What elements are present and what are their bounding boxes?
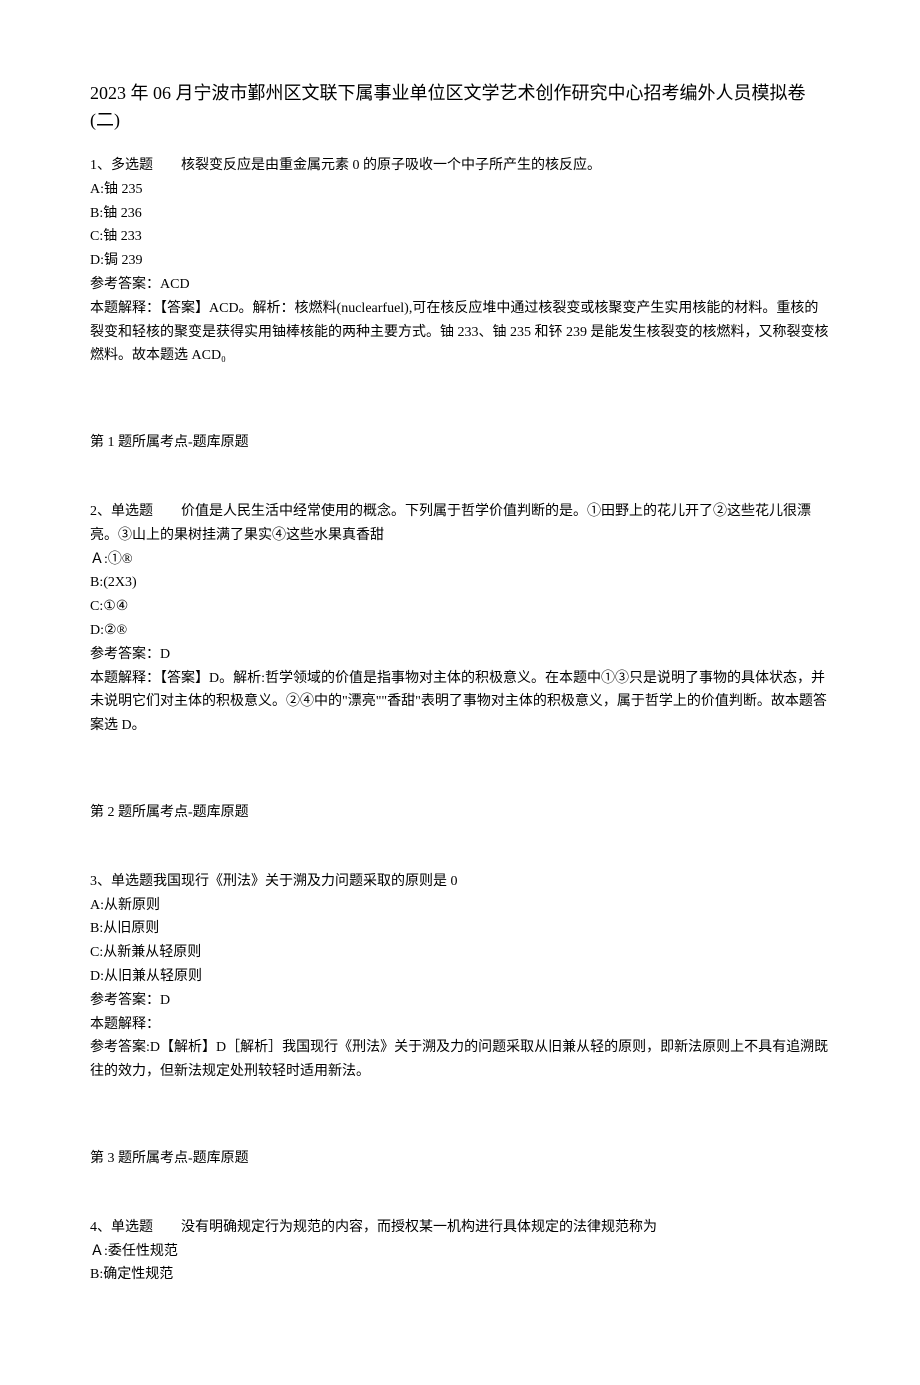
q3-option-b: B:从旧原则 (90, 917, 830, 941)
q3-stem: 3、单选题我国现行《刑法》关于溯及力问题采取的原则是 0 (90, 870, 830, 894)
q3-option-a: A:从新原则 (90, 894, 830, 918)
question-3: 3、单选题我国现行《刑法》关于溯及力问题采取的原则是 0 A:从新原则 B:从旧… (90, 870, 830, 1084)
q1-option-c: C:铀 233 (90, 225, 830, 249)
question-1: 1、多选题 核裂变反应是由重金属元素 0 的原子吸收一个中子所产生的核反应。 A… (90, 154, 830, 368)
q3-answer: 参考答案：D (90, 989, 830, 1013)
q2-answer: 参考答案：D (90, 643, 830, 667)
q4-option-a: Ａ:委任性规范 (90, 1240, 830, 1264)
question-2: 2、单选题 价值是人民生活中经常使用的概念。下列属于哲学价值判断的是。①田野上的… (90, 500, 830, 738)
q3-option-c: C:从新兼从轻原则 (90, 941, 830, 965)
q3-explanation: 参考答案:D【解析】D［解析］我国现行《刑法》关于溯及力的问题采取从旧兼从轻的原… (90, 1036, 830, 1084)
q4-stem: 4、单选题 没有明确规定行为规范的内容，而授权某一机构进行具体规定的法律规范称为 (90, 1216, 830, 1240)
q1-option-d: D:锔 239 (90, 249, 830, 273)
q1-option-a: A:铀 235 (90, 178, 830, 202)
q1-answer: 参考答案：ACD (90, 273, 830, 297)
q2-option-c: C:①④ (90, 595, 830, 619)
q1-option-b: B:铀 236 (90, 202, 830, 226)
q3-option-d: D:从旧兼从轻原则 (90, 965, 830, 989)
q3-explain-label: 本题解释： (90, 1013, 830, 1037)
q2-topic: 第 2 题所属考点-题库原题 (90, 801, 830, 825)
q4-option-b: B:确定性规范 (90, 1263, 830, 1287)
q2-option-b: B:(2X3) (90, 571, 830, 595)
q1-stem: 1、多选题 核裂变反应是由重金属元素 0 的原子吸收一个中子所产生的核反应。 (90, 154, 830, 178)
q2-stem: 2、单选题 价值是人民生活中经常使用的概念。下列属于哲学价值判断的是。①田野上的… (90, 500, 830, 548)
q1-topic: 第 1 题所属考点-题库原题 (90, 431, 830, 455)
document-title: 2023 年 06 月宁波市鄞州区文联下属事业单位区文学艺术创作研究中心招考编外… (90, 80, 830, 134)
question-4: 4、单选题 没有明确规定行为规范的内容，而授权某一机构进行具体规定的法律规范称为… (90, 1216, 830, 1287)
q1-explanation: 本题解释：【答案】ACD。解析：核燃料(nuclearfuel),可在核反应堆中… (90, 297, 830, 368)
q2-explanation: 本题解释：【答案】D。解析:哲学领域的价值是指事物对主体的积极意义。在本题中①③… (90, 667, 830, 738)
q2-option-d: D:②® (90, 619, 830, 643)
q2-option-a: Ａ:①® (90, 548, 830, 572)
q3-topic: 第 3 题所属考点-题库原题 (90, 1147, 830, 1171)
